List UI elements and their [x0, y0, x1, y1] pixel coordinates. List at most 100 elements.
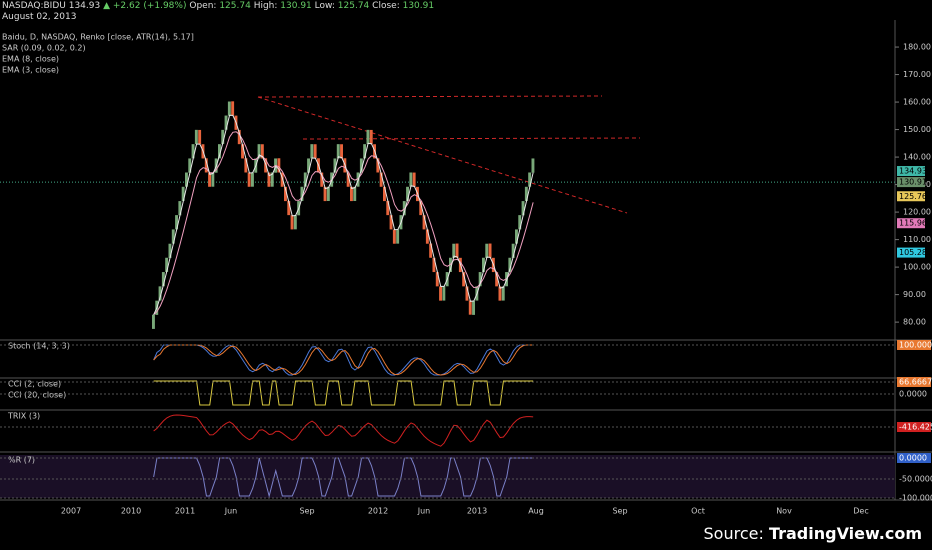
x-tick-label: 2011 — [175, 507, 195, 516]
y-tick-label: 110.00 — [903, 235, 931, 244]
price-label-bg — [897, 191, 925, 202]
source-site: TradingView.com — [769, 524, 922, 543]
brick — [508, 257, 512, 272]
brick — [247, 172, 251, 187]
ema-line — [153, 131, 534, 316]
brick — [452, 243, 456, 258]
price-label: 125.76 — [899, 192, 927, 201]
brick — [211, 172, 215, 187]
brick — [409, 172, 413, 187]
x-tick-label: Oct — [691, 507, 705, 516]
brick — [313, 144, 317, 159]
brick — [224, 115, 228, 130]
brick — [158, 286, 162, 301]
brick — [515, 229, 518, 244]
pane-value-bg — [897, 453, 931, 463]
last: 134.93 — [68, 1, 101, 11]
brick — [208, 172, 211, 187]
brick — [406, 186, 409, 202]
trend-line — [302, 137, 641, 140]
pane-value-label: 0.0000 — [899, 390, 927, 399]
brick — [419, 200, 423, 216]
indicator-line — [153, 380, 534, 406]
label: Low: — [314, 1, 335, 11]
pane-value-bg — [897, 377, 931, 387]
x-tick-label: Nov — [776, 507, 792, 516]
price-label: 115.96 — [899, 219, 927, 228]
brick — [323, 186, 327, 202]
brick — [422, 215, 426, 230]
brick — [307, 158, 310, 173]
y-tick-label: 140.00 — [903, 153, 931, 162]
y-tick-label: 180.00 — [903, 43, 931, 52]
brick — [178, 201, 182, 216]
brick — [518, 215, 522, 230]
brick — [191, 144, 195, 159]
brick — [359, 158, 363, 173]
brick — [244, 158, 248, 173]
brick — [221, 129, 225, 145]
brick — [175, 215, 178, 230]
brick — [310, 144, 314, 159]
brick — [293, 215, 297, 230]
chart-title: Baidu, D, NASDAQ, Renko [close, ATR(14),… — [2, 33, 194, 42]
brick — [340, 144, 343, 159]
brick — [366, 129, 370, 145]
pane-value-label: -100.0000 — [899, 494, 932, 503]
brick — [320, 172, 324, 187]
brick — [251, 172, 254, 187]
brick — [402, 201, 406, 216]
trend-line — [257, 95, 603, 98]
brick — [185, 172, 188, 187]
brick — [204, 158, 208, 173]
value: 125.74 — [219, 1, 251, 11]
study-label: SAR (0.09, 0.02, 0.2) — [2, 44, 86, 53]
brick — [198, 129, 202, 145]
brick — [432, 257, 436, 273]
brick — [472, 300, 475, 315]
brick — [498, 286, 502, 301]
brick — [386, 200, 390, 216]
brick — [455, 243, 459, 258]
brick — [333, 158, 337, 173]
brick — [383, 186, 386, 202]
brick — [353, 186, 357, 202]
price-label: 105.28 — [899, 248, 927, 257]
brick — [350, 186, 353, 202]
indicator-line — [153, 457, 534, 498]
brick — [442, 286, 446, 301]
source-prefix: Source: — [704, 524, 764, 543]
header: NASDAQ:BIDU 134.93 ▲ +2.62 (+1.98%) Open… — [2, 1, 434, 23]
brick — [376, 158, 380, 173]
y-tick-label: 80.00 — [903, 318, 926, 327]
pane-value-label: -416.4250 — [899, 423, 932, 432]
brick — [521, 201, 525, 216]
pane-value-bg — [897, 340, 931, 350]
brick — [485, 243, 489, 258]
pane-value-label: 0.0000 — [899, 454, 927, 463]
price-label: 130.91 — [899, 178, 927, 187]
brick — [363, 144, 367, 159]
study-label: EMA (8, close) — [2, 55, 59, 64]
price-label-bg — [897, 177, 925, 188]
brick — [465, 286, 469, 301]
label: Close: — [372, 1, 400, 11]
date: August 02, 2013 — [2, 12, 77, 22]
value: 125.74 — [337, 1, 370, 11]
brick — [425, 229, 429, 244]
brick — [389, 215, 393, 230]
brick — [165, 257, 169, 272]
brick — [482, 257, 485, 272]
symbol: NASDAQ:BIDU — [2, 1, 66, 11]
indicator-line — [153, 414, 534, 447]
brick — [379, 172, 383, 187]
x-tick-label: Sep — [612, 507, 627, 516]
brick — [412, 172, 416, 187]
y-tick-label: 160.00 — [903, 98, 931, 107]
brick — [429, 243, 433, 258]
x-tick-label: 2013 — [467, 507, 487, 516]
brick — [237, 129, 241, 145]
x-tick-label: 2007 — [61, 507, 81, 516]
brick — [267, 172, 271, 187]
